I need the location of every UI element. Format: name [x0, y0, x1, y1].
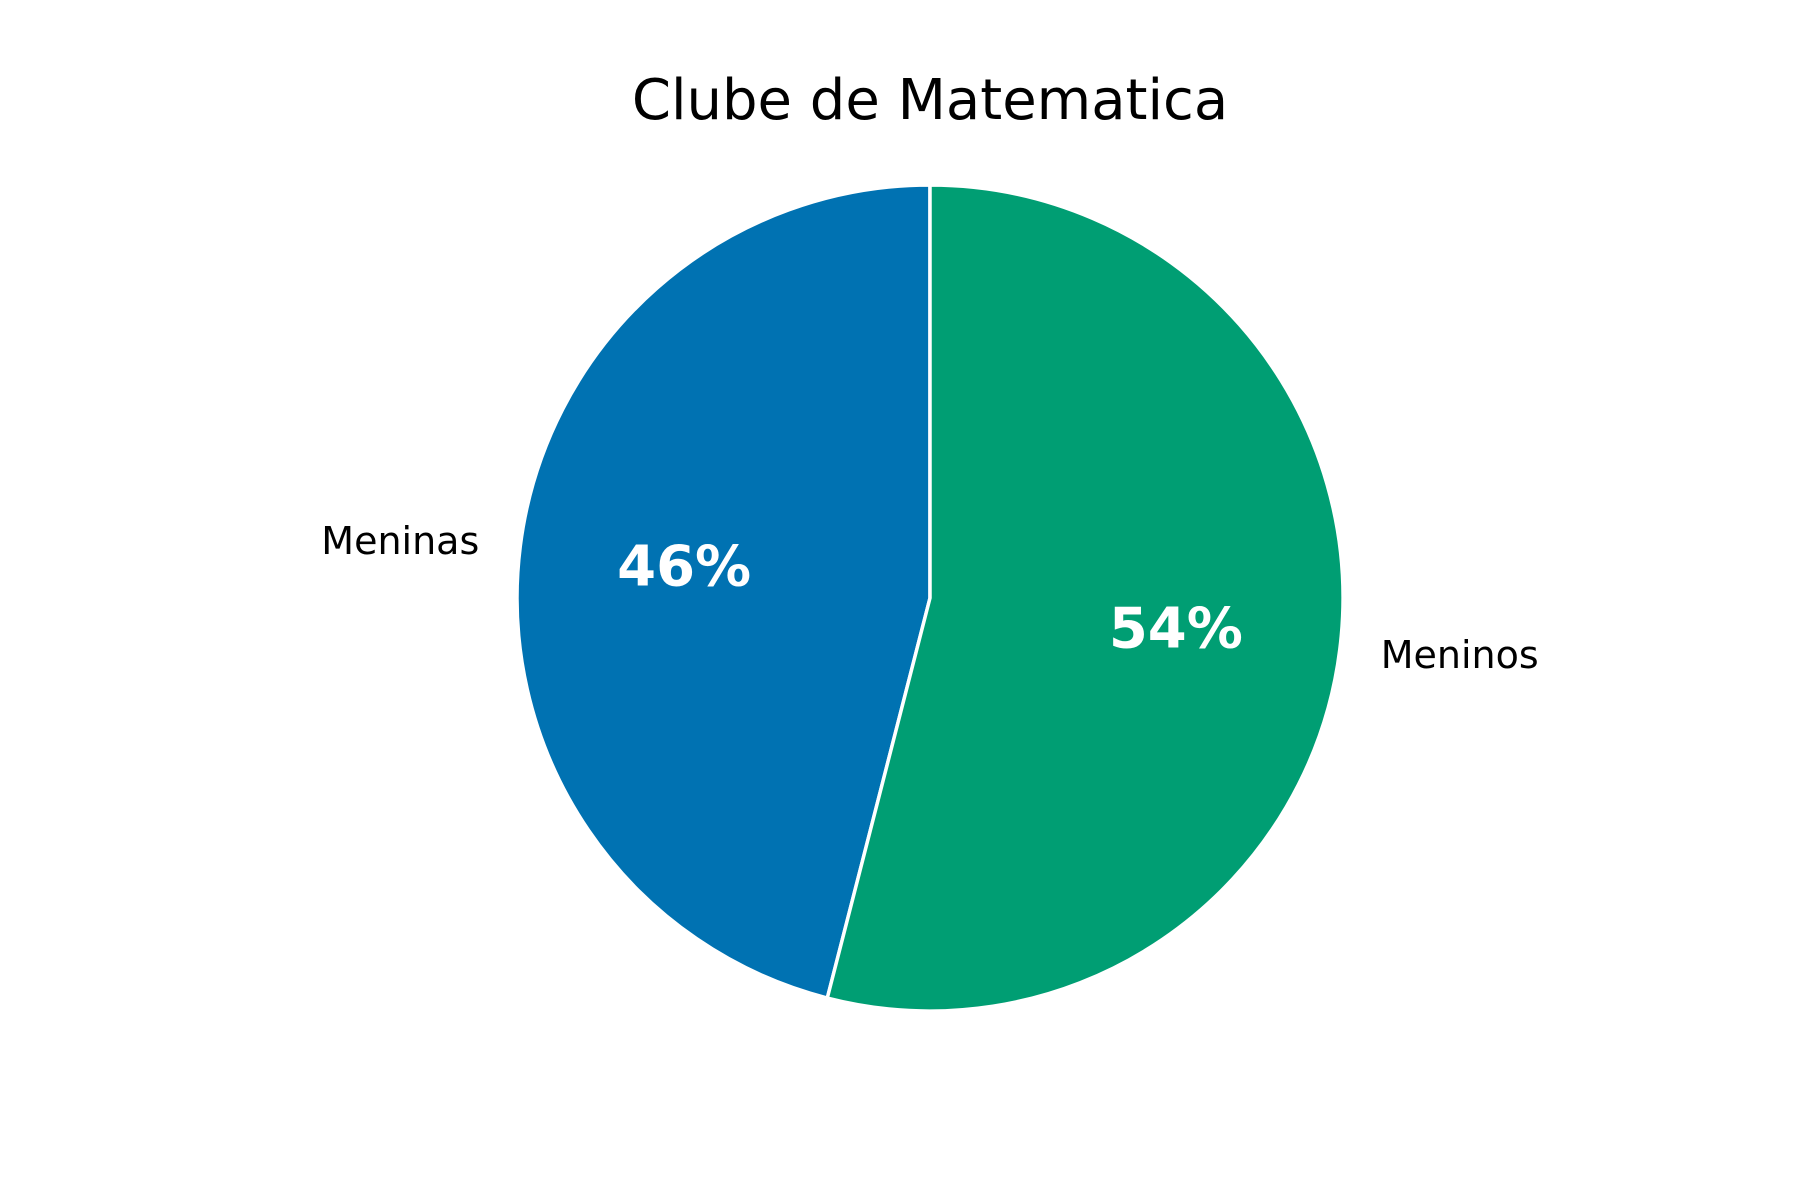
pie-labels: 46% Meninas 54% Meninos: [321, 519, 1538, 677]
slice-label-meninos: Meninos: [1381, 633, 1539, 677]
pie-slice-meninas: [515, 183, 932, 1000]
slice-label-meninas: Meninas: [321, 519, 479, 563]
chart-title: Clube de Matematica: [632, 68, 1228, 133]
pct-label-meninas: 46%: [617, 534, 751, 599]
pie-slices: [515, 183, 1345, 1013]
pct-label-meninos: 54%: [1109, 597, 1243, 662]
pie-slice-meninos: [825, 183, 1345, 1013]
